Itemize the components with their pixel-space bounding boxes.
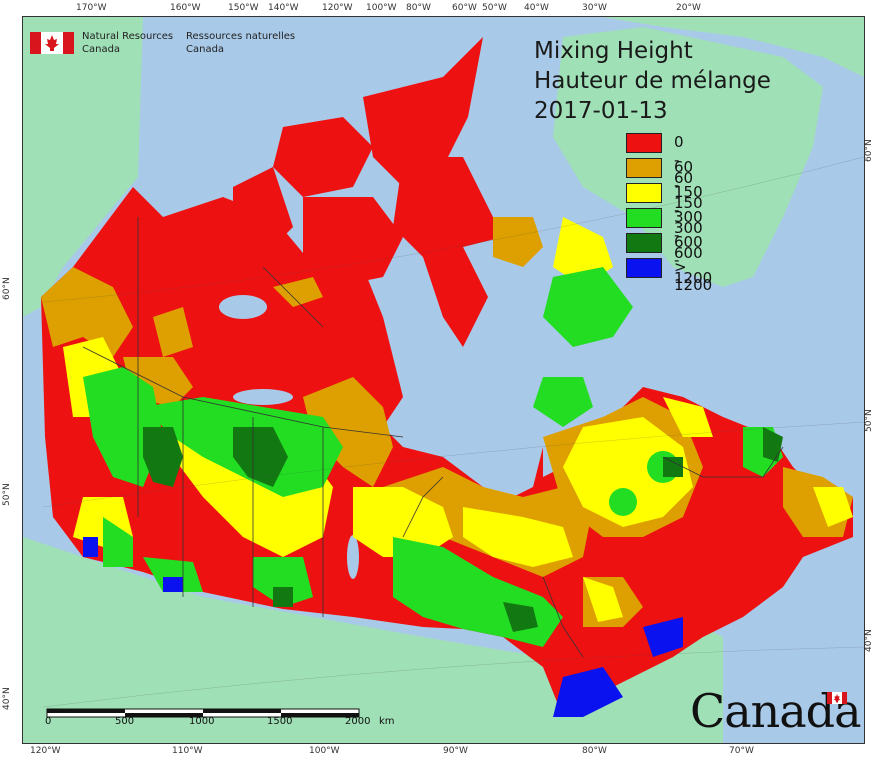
tick-right-1: 50°N	[864, 409, 874, 432]
legend-label: 0 - 60	[674, 133, 694, 187]
tick-top-2: 150°W	[228, 3, 259, 13]
tick-top-1: 160°W	[170, 3, 201, 13]
band-600-1200	[143, 427, 783, 632]
tick-left-2: 40°N	[2, 687, 12, 710]
agency-english: Natural Resources Canada	[82, 30, 182, 56]
scale-bar: 0 500 1000 1500 2000 km	[45, 704, 395, 727]
scale-label: 0	[45, 716, 52, 727]
tick-right-0: 60°N	[864, 139, 874, 162]
scale-label: 1000	[189, 716, 215, 727]
lake-winnipeg	[347, 535, 359, 579]
legend-swatch	[626, 258, 662, 278]
legend-swatch	[626, 233, 662, 253]
inland-water	[219, 237, 583, 579]
tick-top-0: 170°W	[76, 3, 107, 13]
map-title: Mixing Height Hauteur de mélange 2017-01…	[534, 36, 771, 126]
arctic-island-3	[393, 157, 493, 347]
tick-right-2: 40°N	[864, 629, 874, 652]
usa-land	[23, 537, 723, 743]
tick-top-11: 20°W	[676, 3, 701, 13]
canada-flag-icon	[30, 32, 74, 54]
title-english: Mixing Height	[534, 38, 693, 64]
graticule-lines	[42, 156, 864, 708]
agency-french: Ressources naturelles Canada	[186, 30, 306, 56]
hudson-bay	[383, 327, 543, 497]
legend-swatch	[626, 208, 662, 228]
arctic-island-1	[273, 117, 373, 197]
tick-bottom-5: 70°W	[729, 746, 754, 756]
legend-label: 600 - 1200	[674, 233, 713, 287]
scale-unit: km	[379, 716, 395, 727]
legend-label: > 1200	[674, 258, 713, 294]
agency-english-line1: Natural Resources	[82, 31, 174, 42]
scale-label: 1500	[267, 716, 293, 727]
title-date: 2017-01-13	[534, 98, 668, 124]
arctic-island-2	[363, 37, 483, 187]
tick-top-9: 40°W	[524, 3, 549, 13]
title-french: Hauteur de mélange	[534, 68, 771, 94]
legend-swatch	[626, 133, 662, 153]
great-slave-lake	[233, 389, 293, 405]
greenland-land	[553, 27, 823, 287]
agency-english-line2: Canada	[82, 44, 121, 55]
tick-bottom-0: 120°W	[30, 746, 61, 756]
legend-label: 300 - 600	[674, 208, 703, 262]
tick-bottom-4: 80°W	[582, 746, 607, 756]
greenland-north	[603, 17, 864, 77]
wordmark-flag-icon	[827, 692, 847, 704]
tick-left-0: 60°N	[2, 277, 12, 300]
scale-label: 500	[115, 716, 135, 727]
tick-bottom-2: 100°W	[309, 746, 340, 756]
tick-top-7: 60°W	[452, 3, 477, 13]
band-over-1200	[83, 537, 683, 717]
agency-french-line2: Canada	[186, 44, 225, 55]
map-canvas	[23, 17, 864, 743]
arctic-island-4	[233, 167, 293, 257]
legend-label: 60 - 150	[674, 158, 703, 212]
map-frame	[22, 16, 865, 744]
tick-bottom-3: 90°W	[443, 746, 468, 756]
tick-top-4: 120°W	[322, 3, 353, 13]
tick-top-3: 140°W	[268, 3, 299, 13]
tick-top-8: 50°W	[482, 3, 507, 13]
great-bear-lake	[219, 295, 267, 319]
scale-bar-graphic	[46, 708, 360, 718]
arctic-island-5	[303, 197, 403, 287]
tick-left-1: 50°N	[2, 483, 12, 506]
tick-top-5: 100°W	[366, 3, 397, 13]
tick-top-10: 30°W	[582, 3, 607, 13]
province-boundaries	[82, 217, 784, 658]
alaska-land	[23, 17, 143, 317]
tick-top-6: 80°W	[406, 3, 431, 13]
legend-label: 150 - 300	[674, 183, 703, 237]
scale-label: 2000	[345, 716, 371, 727]
agency-french-line1: Ressources naturelles	[186, 31, 296, 42]
surrounding-land	[23, 17, 864, 743]
legend-swatch	[626, 158, 662, 178]
legend-swatch	[626, 183, 662, 203]
tick-bottom-1: 110°W	[172, 746, 203, 756]
